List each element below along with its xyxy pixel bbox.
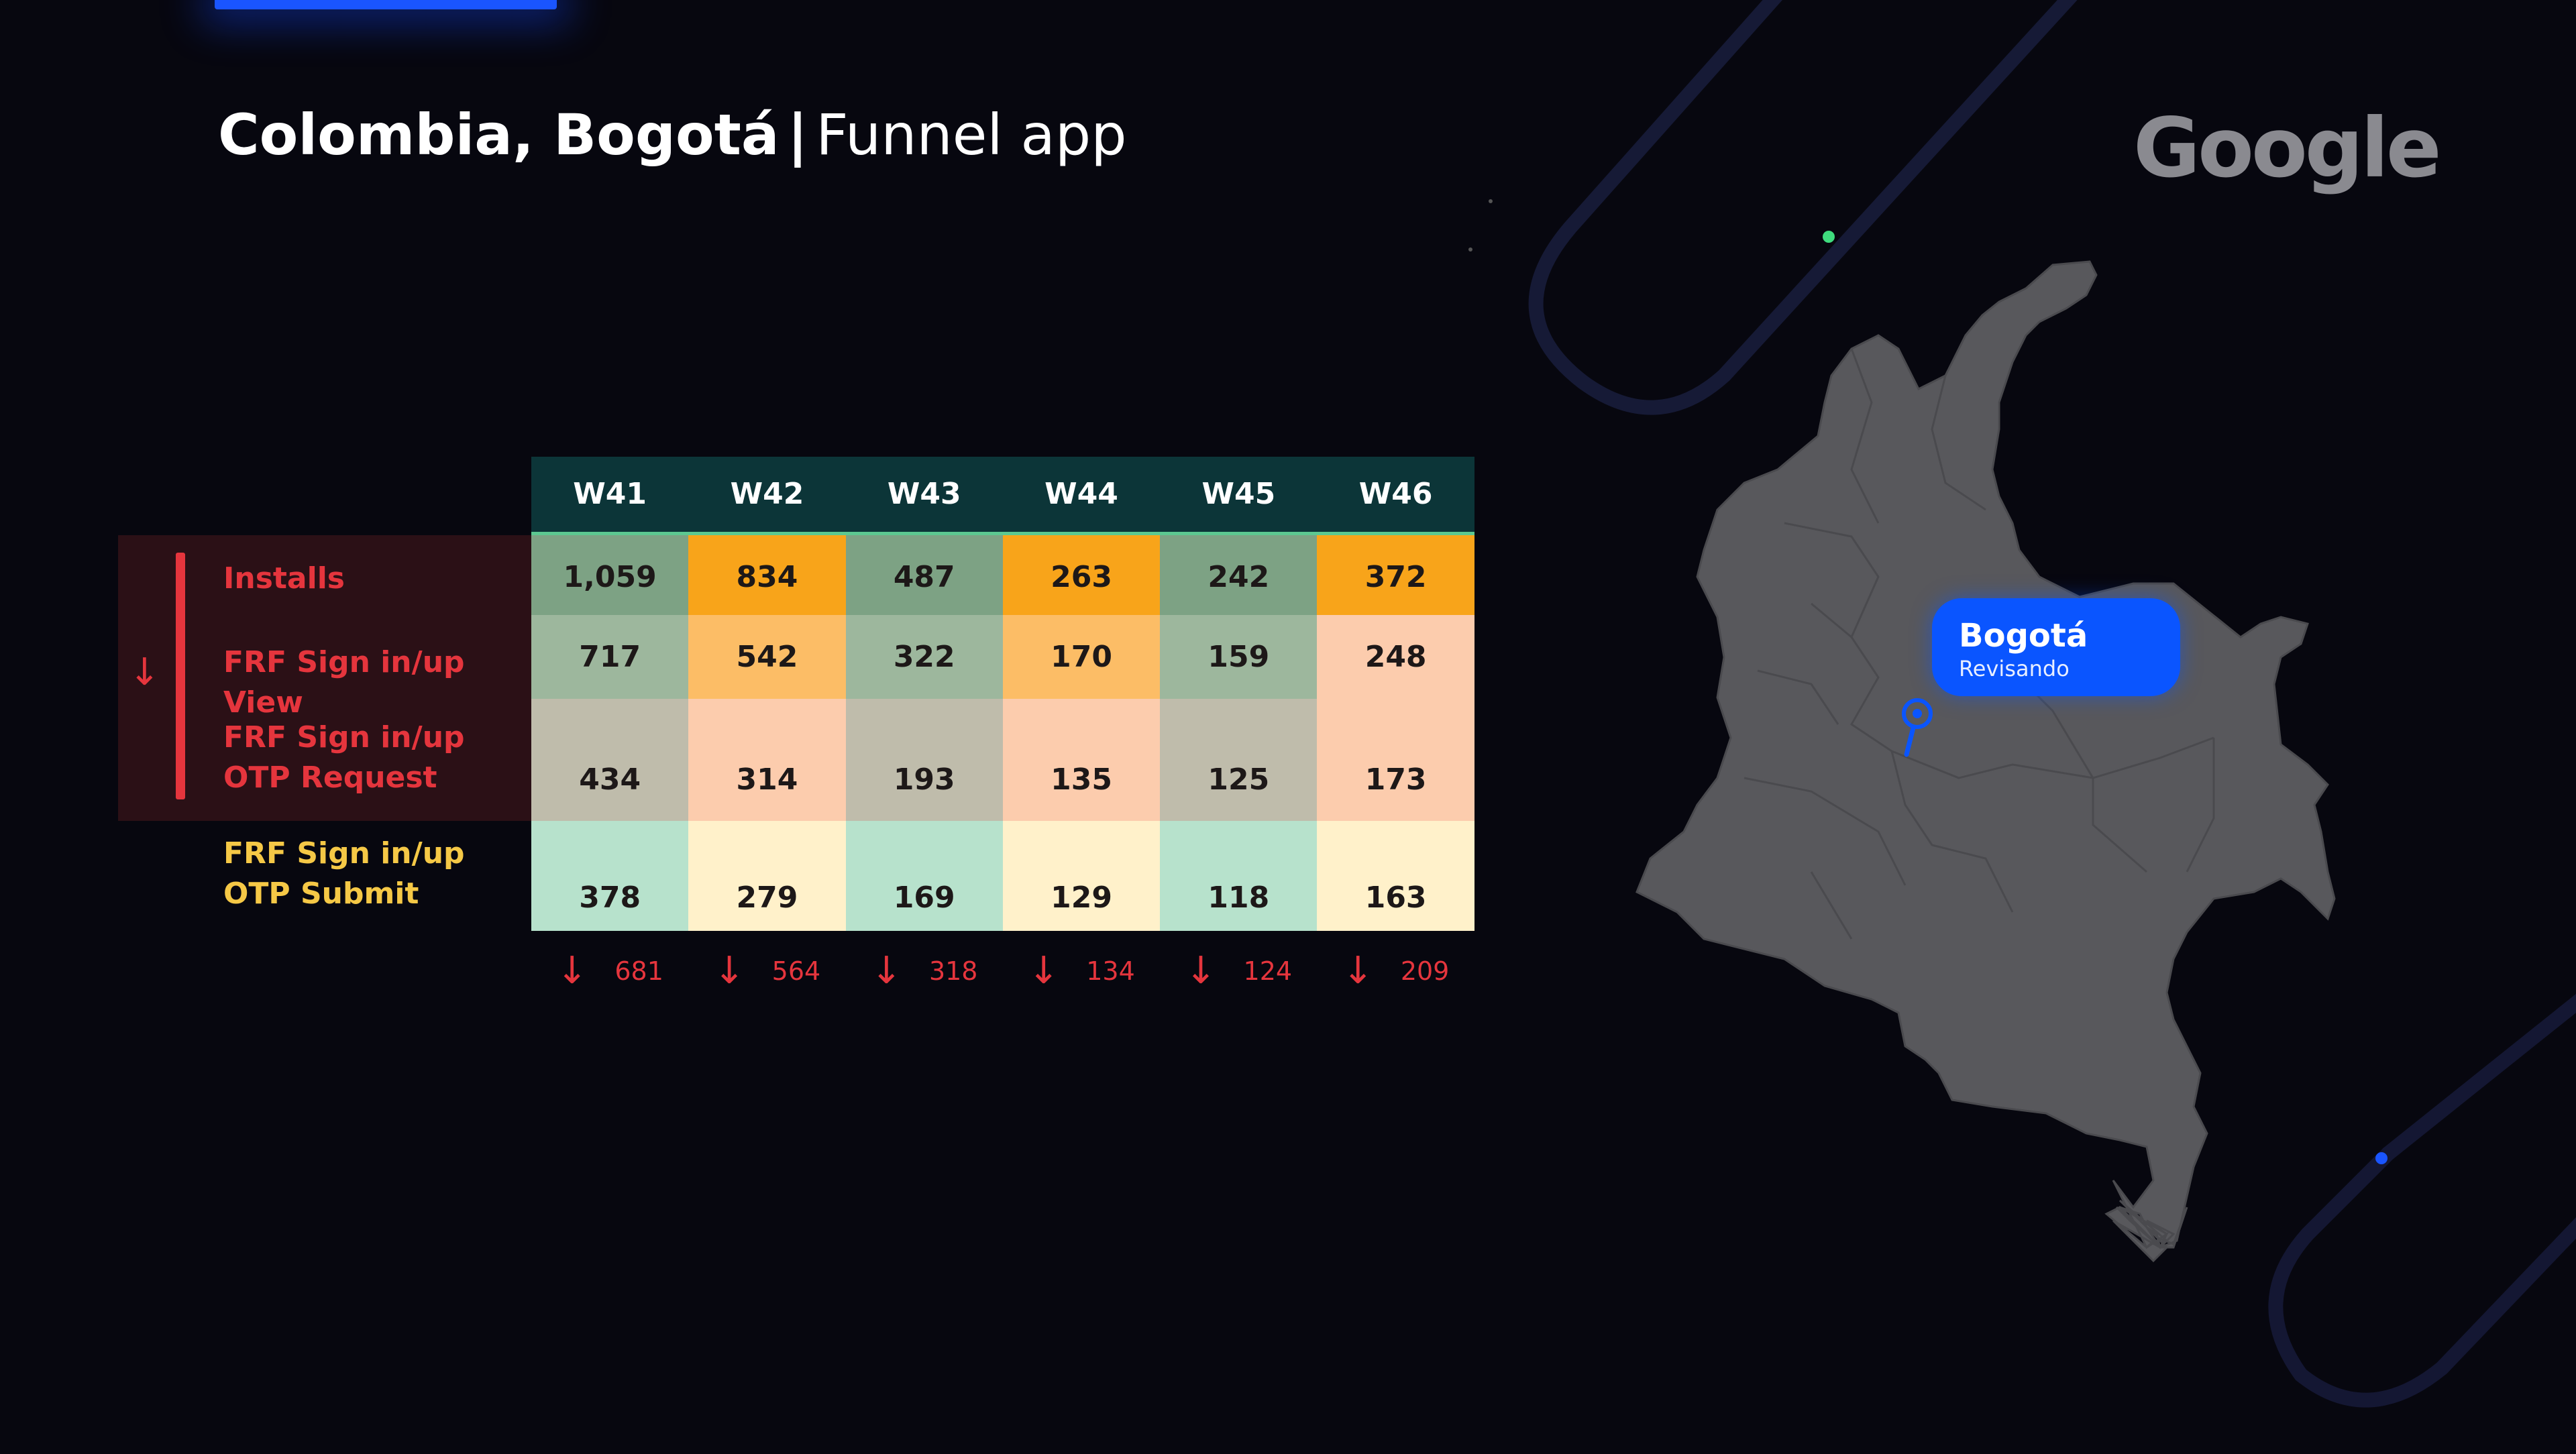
table-cell: 279 [688,821,846,931]
table-cell: 372 [1317,535,1474,618]
table-cell: 834 [688,535,846,618]
drop-cell: ↓ 564 [688,951,845,991]
table-cell: 163 [1317,821,1474,931]
row-label-installs: Installs [223,561,345,596]
drop-cell: ↓ 134 [1003,951,1160,991]
table-cell: 118 [1160,821,1318,931]
title-app: Funnel app [816,102,1127,168]
table-row: 717 542 322 170 159 248 [531,615,1474,699]
header-week: W42 [730,477,804,511]
header-week: W44 [1044,477,1118,511]
header-week: W41 [573,477,647,511]
table-row: 1,059 834 487 263 242 372 [531,532,1474,618]
arrow-down-icon: ↓ [556,949,588,993]
colombia-shape [1635,260,2336,1263]
page-title: Colombia, Bogotá | Funnel app [218,102,1127,168]
table-cell: 129 [1002,821,1161,931]
table-cell: 263 [1002,535,1161,618]
table-cell: 159 [1160,615,1318,699]
title-separator: | [787,102,808,168]
arrow-down-icon: ↓ [713,949,745,993]
table-cell: 487 [845,535,1003,618]
row-label-otp-request: FRF Sign in/up OTP Request [223,720,465,795]
arrow-down-icon: ↓ [1185,949,1217,993]
row-label-otp-submit: FRF Sign in/up OTP Submit [223,836,465,911]
table-cell: 125 [1160,699,1318,821]
table-cell: 169 [845,821,1003,931]
table-header: W41 W42 W43 W44 W45 W46 [531,457,1474,532]
table-cell: 248 [1317,615,1474,699]
table-cell: 542 [688,615,846,699]
drop-cell: ↓ 124 [1160,951,1317,991]
drop-value: 564 [771,956,821,986]
table-cell: 717 [531,615,689,699]
table-cell: 135 [1002,699,1161,821]
table-cell: 434 [531,699,689,821]
table-cell: 170 [1002,615,1161,699]
table-cell: 173 [1317,699,1474,821]
arrow-down-icon: ↓ [129,651,160,694]
header-week: W45 [1201,477,1276,511]
google-logo: Google [2133,101,2442,196]
table-cell: 1,059 [531,535,689,618]
table-cell: 378 [531,821,689,931]
drop-cell: ↓ 209 [1317,951,1474,991]
arrow-down-icon: ↓ [1342,949,1374,993]
arrow-down-icon: ↓ [1028,949,1060,993]
title-location: Colombia, Bogotá [218,102,780,168]
drop-cell: ↓ 318 [846,951,1003,991]
city-callout[interactable]: Bogotá Revisando [1932,598,2180,696]
header-week: W46 [1358,477,1433,511]
drop-value: 209 [1400,956,1450,986]
drop-value: 134 [1086,956,1135,986]
top-accent-bar [215,0,557,9]
drop-row: ↓ 681 ↓ 564 ↓ 318 ↓ 134 ↓ 124 ↓ 209 [531,951,1474,991]
arrow-down-icon: ↓ [871,949,902,993]
callout-status: Revisando [1959,656,2070,681]
drop-value: 681 [614,956,663,986]
drop-cell: ↓ 681 [531,951,688,991]
table-row: 378 279 169 129 118 163 [531,821,1474,931]
table-row: 434 314 193 135 125 173 [531,699,1474,821]
blue-dot [2375,1152,2387,1164]
row-label-signup-view: FRF Sign in/up View [223,645,465,720]
table-cell: 242 [1160,535,1318,618]
header-week: W43 [887,477,961,511]
callout-city: Bogotá [1959,617,2088,655]
drop-value: 124 [1243,956,1293,986]
drop-value: 318 [928,956,978,986]
table-cell: 322 [845,615,1003,699]
table-cell: 314 [688,699,846,821]
location-pin-icon [1902,698,1933,757]
funnel-bracket-line [176,553,185,799]
table-cell: 193 [845,699,1003,821]
green-dot [1823,231,1835,243]
funnel-bracket-background [118,535,531,821]
